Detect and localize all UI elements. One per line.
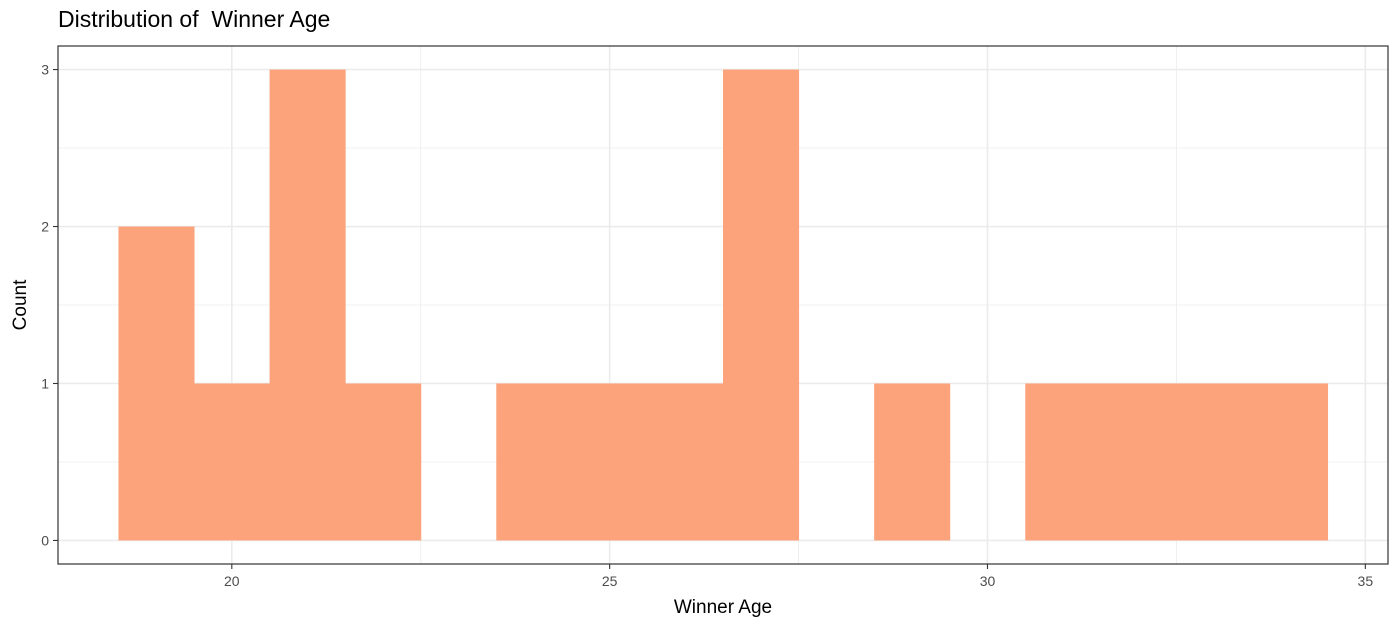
histogram-bar — [723, 69, 800, 541]
histogram-bar — [496, 383, 573, 541]
y-tick-label: 3 — [41, 62, 49, 78]
histogram-bar — [874, 383, 951, 541]
histogram-bar — [345, 383, 422, 541]
histogram-bar — [647, 383, 724, 541]
y-tick-label: 2 — [41, 219, 49, 235]
histogram-bar — [571, 383, 648, 541]
histogram-bar — [194, 383, 271, 541]
axis-ticks: 20 25 30 35 0 1 2 3 — [41, 62, 1373, 589]
chart-title: Distribution of Winner Age — [58, 6, 331, 32]
histogram-bar — [1176, 383, 1253, 541]
y-tick-label: 0 — [41, 532, 49, 548]
x-tick-label: 25 — [602, 573, 618, 589]
histogram-bar — [1025, 383, 1102, 541]
panel-border — [57, 45, 1389, 565]
y-tick-label: 1 — [41, 375, 49, 391]
y-axis-title: Count — [10, 279, 31, 330]
x-axis-title: Winner Age — [674, 597, 772, 618]
histogram-bar — [1100, 383, 1177, 541]
histogram-bar — [269, 69, 346, 541]
x-tick-label: 20 — [224, 573, 240, 589]
histogram-bar — [1251, 383, 1329, 541]
x-tick-label: 35 — [1358, 573, 1374, 589]
x-tick-label: 30 — [980, 573, 996, 589]
histogram-bars — [118, 69, 1329, 541]
histogram-bar — [118, 226, 195, 541]
